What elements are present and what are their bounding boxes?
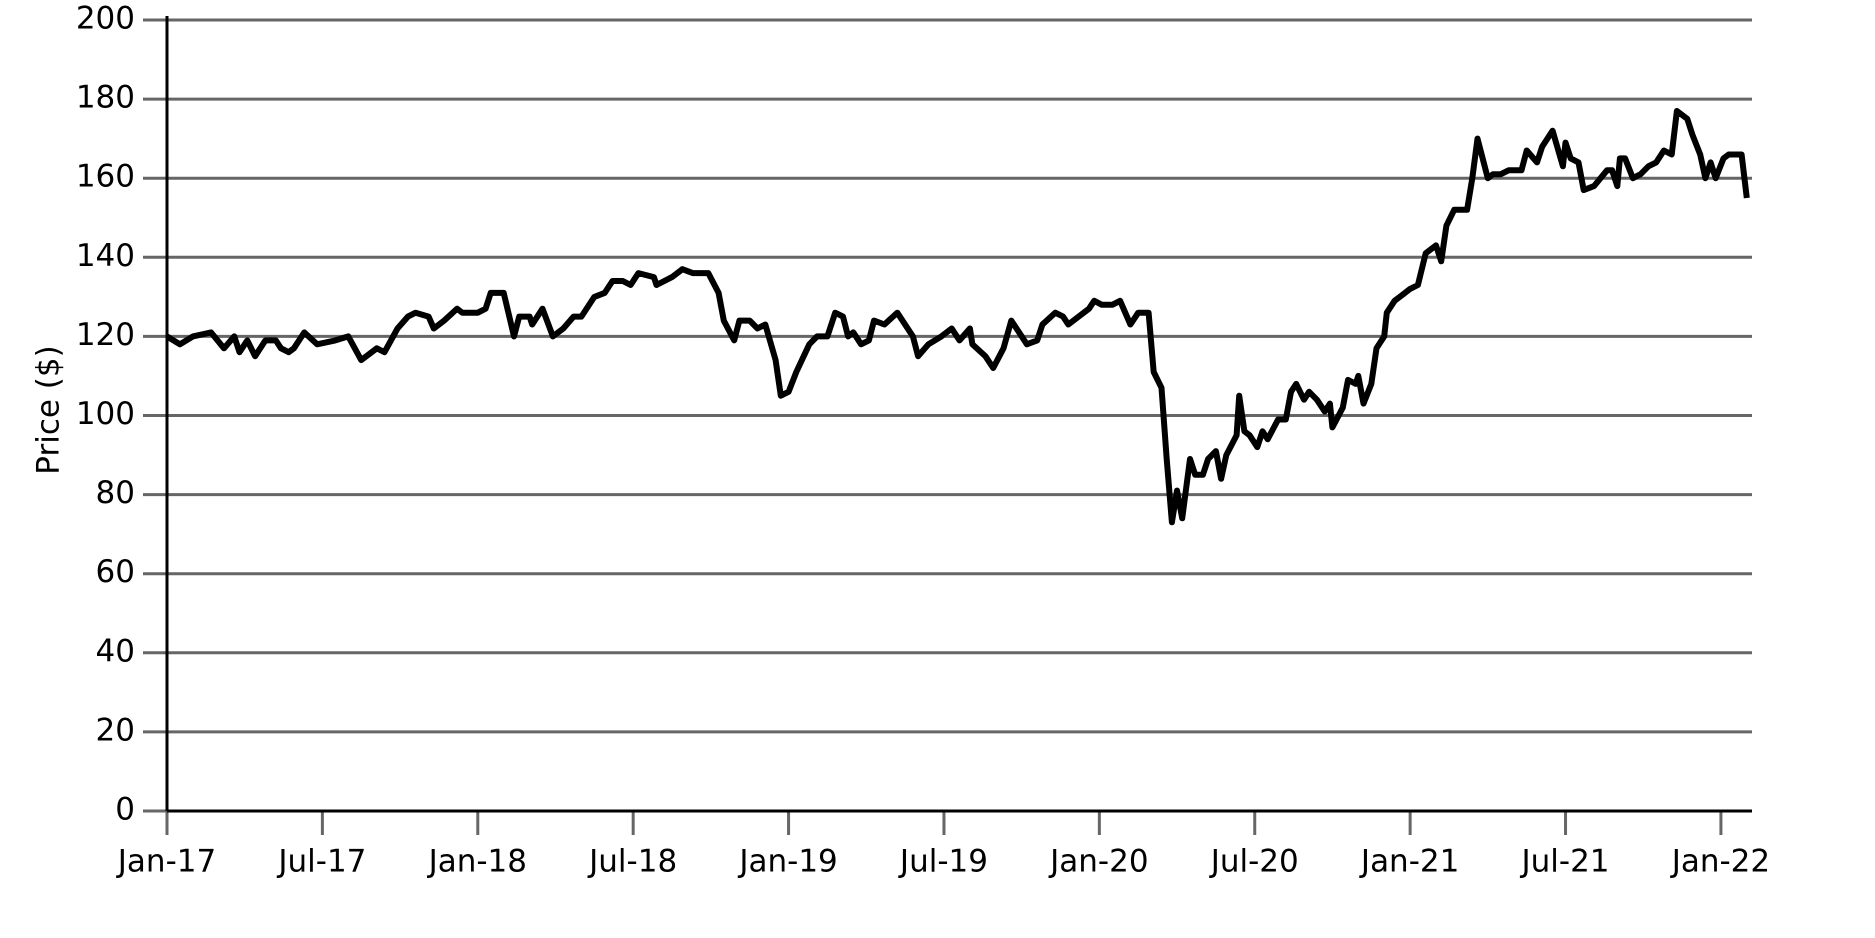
y-tick-label: 140 bbox=[76, 238, 135, 274]
y-tick-label: 100 bbox=[76, 396, 135, 432]
y-tick-label: 0 bbox=[115, 792, 135, 828]
x-tick-label: Jan-17 bbox=[116, 844, 216, 880]
y-tick-label: 120 bbox=[76, 317, 135, 353]
x-tick-label: Jul-17 bbox=[276, 844, 366, 880]
y-axis-label: Price ($) bbox=[31, 345, 67, 474]
y-tick-label: 40 bbox=[96, 633, 135, 669]
y-tick-label: 180 bbox=[76, 80, 135, 116]
x-tick-label: Jan-19 bbox=[737, 844, 837, 880]
y-tick-label: 60 bbox=[96, 554, 135, 590]
x-tick-label: Jan-18 bbox=[427, 844, 527, 880]
x-tick-label: Jan-21 bbox=[1359, 844, 1459, 880]
x-tick-label: Jul-20 bbox=[1209, 844, 1299, 880]
y-tick-label: 20 bbox=[96, 712, 135, 748]
x-tick-label: Jul-21 bbox=[1520, 844, 1610, 880]
price-line bbox=[165, 108, 1750, 526]
x-tick-label: Jul-19 bbox=[898, 844, 988, 880]
x-tick-label: Jul-18 bbox=[587, 844, 677, 880]
y-tick-label: 200 bbox=[76, 1, 135, 37]
x-tick-label: Jan-22 bbox=[1670, 844, 1770, 880]
x-tick-label: Jan-20 bbox=[1048, 844, 1148, 880]
y-tick-label: 160 bbox=[76, 159, 135, 195]
y-tick-label: 80 bbox=[96, 475, 135, 511]
